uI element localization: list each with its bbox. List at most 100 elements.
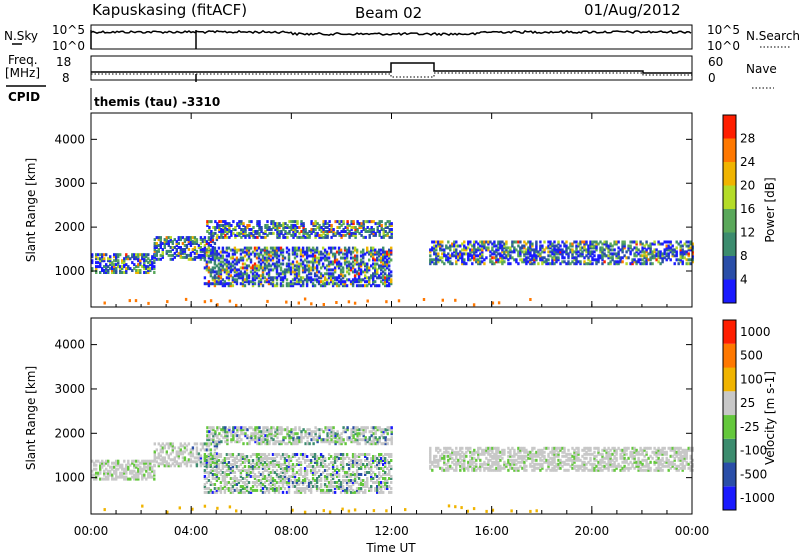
data-cell xyxy=(207,475,211,478)
data-cell xyxy=(199,257,203,261)
data-cell xyxy=(209,270,213,274)
data-cell xyxy=(319,453,323,456)
data-cell xyxy=(621,256,624,260)
data-cell xyxy=(215,490,219,494)
data-cell xyxy=(331,467,335,470)
data-cell xyxy=(449,254,452,258)
data-cell xyxy=(345,250,349,254)
data-cell xyxy=(347,469,351,472)
data-cell xyxy=(323,477,327,480)
data-cell xyxy=(101,269,104,272)
data-cell xyxy=(364,228,367,231)
data-cell xyxy=(159,257,162,261)
data-cell xyxy=(312,438,315,442)
data-cell xyxy=(390,442,393,446)
data-cell xyxy=(359,268,363,272)
data-cell xyxy=(378,230,381,233)
data-cell xyxy=(338,438,341,442)
data-cell xyxy=(252,230,255,233)
data-cell xyxy=(278,426,281,430)
data-cell xyxy=(353,301,357,305)
data-cell xyxy=(217,268,221,272)
data-cell xyxy=(183,462,187,466)
data-cell xyxy=(276,436,279,440)
data-cell xyxy=(353,477,357,480)
data-cell xyxy=(263,258,267,262)
data-cell xyxy=(206,436,209,440)
data-cell xyxy=(463,464,466,468)
data-cell xyxy=(269,477,273,480)
data-cell xyxy=(211,240,215,244)
data-cell xyxy=(597,258,600,262)
data-cell xyxy=(435,458,438,462)
data-cell xyxy=(461,462,464,466)
data-cell xyxy=(295,490,299,494)
data-cell xyxy=(151,261,154,265)
data-cell xyxy=(380,475,383,478)
data-cell xyxy=(348,438,351,442)
data-cell xyxy=(343,262,347,266)
data-cell xyxy=(297,274,301,278)
data-cell xyxy=(179,255,182,259)
data-cell xyxy=(335,471,339,474)
data-cell xyxy=(301,481,305,484)
data-cell xyxy=(489,446,492,450)
data-cell xyxy=(431,460,434,464)
data-cell xyxy=(319,465,323,468)
data-cell xyxy=(326,230,329,233)
data-cell xyxy=(268,430,271,434)
data-cell xyxy=(329,488,333,492)
data-cell xyxy=(113,259,116,263)
data-cell xyxy=(265,260,269,264)
data-cell xyxy=(491,246,494,250)
data-cell xyxy=(437,462,440,466)
data-cell xyxy=(449,246,452,250)
data-cell xyxy=(553,250,556,254)
data-cell xyxy=(125,263,128,267)
data-cell xyxy=(309,254,313,258)
data-cell xyxy=(473,256,476,260)
data-cell xyxy=(299,248,303,252)
data-cell xyxy=(455,468,458,472)
data-cell xyxy=(388,235,391,239)
data-cell xyxy=(221,463,225,466)
data-cell xyxy=(336,220,339,224)
data-cell xyxy=(254,434,257,438)
data-cell xyxy=(173,246,176,249)
data-cell xyxy=(214,231,217,235)
data-cell xyxy=(213,477,217,480)
data-cell xyxy=(295,266,299,270)
data-cell xyxy=(338,222,341,226)
data-cell xyxy=(255,274,259,278)
data-cell xyxy=(555,252,558,256)
data-cell xyxy=(685,240,688,244)
data-cell xyxy=(328,426,331,430)
data-cell xyxy=(193,248,197,251)
data-cell xyxy=(296,220,299,224)
data-cell xyxy=(357,266,361,270)
data-cell xyxy=(471,256,474,260)
data-cell xyxy=(382,258,385,262)
data-cell xyxy=(175,452,178,456)
data-cell xyxy=(211,469,215,472)
data-cell xyxy=(275,250,279,254)
data-cell xyxy=(215,446,219,450)
data-cell xyxy=(229,490,233,494)
data-cell xyxy=(297,270,301,274)
data-cell xyxy=(151,257,154,261)
data-cell xyxy=(214,220,217,224)
data-cell xyxy=(307,479,311,482)
data-cell xyxy=(245,479,249,482)
data-cell xyxy=(223,270,227,274)
data-cell xyxy=(319,280,323,284)
data-cell xyxy=(187,236,191,240)
data-cell xyxy=(121,265,124,269)
data-cell xyxy=(227,260,231,264)
data-cell xyxy=(372,471,375,474)
data-cell xyxy=(555,248,558,252)
data-cell xyxy=(185,444,189,448)
data-cell xyxy=(336,231,339,235)
data-cell xyxy=(259,282,263,286)
data-cell xyxy=(307,485,311,488)
data-cell xyxy=(671,244,674,248)
